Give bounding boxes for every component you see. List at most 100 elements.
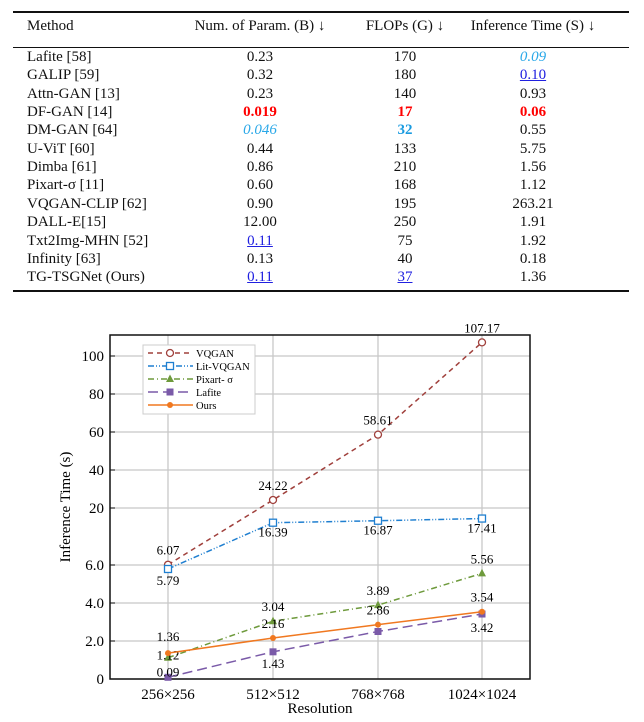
data-point (268, 495, 278, 505)
data-point (374, 600, 382, 609)
flops-cell: 210 (393, 159, 417, 176)
method-cell: Txt2Img-MHN [52] (27, 232, 149, 249)
flops-cell: 195 (393, 195, 417, 212)
data-label: 2.16 (262, 616, 285, 631)
method-cell: Lafite [58] (27, 49, 92, 65)
table-row: DM-GAN [64] 0.046 32 0.55 (0, 121, 644, 139)
x-tick-label: 256×256 (141, 687, 195, 703)
header-params: Num. of Param. (B) ↓ (194, 18, 326, 34)
y-axis-label: Inference Time (s) (58, 452, 74, 563)
y-tick-label: 40 (89, 463, 104, 479)
table-row: Txt2Img-MHN [52] 0.11 75 1.92 (0, 232, 644, 250)
params-cell: 0.23 (246, 49, 274, 65)
inference-time-cell: 1.56 (519, 159, 547, 176)
params-cell: 0.046 (243, 122, 277, 139)
data-label: 17.41 (467, 521, 496, 536)
data-point (477, 338, 487, 347)
data-label: 1.36 (157, 629, 180, 644)
data-label: 3.04 (262, 599, 285, 614)
method-cell: GALIP [59] (27, 67, 100, 84)
params-cell: 0.13 (246, 250, 274, 267)
y-tick-label: 60 (89, 425, 104, 441)
data-label: 3.42 (471, 620, 494, 635)
inference-time-cell: 1.91 (519, 214, 547, 231)
data-label: 58.61 (363, 413, 392, 428)
method-cell: Pixart-σ [11] (27, 177, 105, 194)
data-point (374, 628, 382, 635)
data-label: 24.22 (258, 478, 287, 493)
header-method: Method (27, 18, 74, 34)
x-axis-label: Resolution (287, 701, 353, 717)
inference-time-cell: 263.21 (512, 195, 554, 212)
data-point (270, 634, 276, 641)
y-tick-label: 80 (89, 387, 104, 403)
legend-label: Ours (196, 401, 216, 412)
data-point (269, 648, 277, 656)
legend-label: Lafite (196, 388, 221, 399)
y-tick-label: 6.0 (85, 558, 104, 574)
method-cell: VQGAN-CLIP [62] (27, 195, 147, 212)
legend-marker (165, 348, 175, 358)
legend-marker (165, 361, 175, 371)
legend-label: VQGAN (196, 349, 234, 360)
table-row: DF-GAN [14] 0.019 17 0.06 (0, 103, 644, 121)
data-point (164, 673, 172, 681)
data-point (375, 621, 381, 628)
method-cell: U-ViT [60] (27, 140, 95, 157)
series-line-vqgan (167, 341, 483, 566)
params-cell: 0.32 (246, 67, 274, 84)
table-row: VQGAN-CLIP [62] 0.90 195 263.21 (0, 195, 644, 213)
data-label: 6.07 (157, 543, 180, 558)
y-tick-label: 4.0 (85, 596, 104, 612)
table-row: U-ViT [60] 0.44 133 5.75 (0, 140, 644, 158)
params-cell: 0.90 (246, 195, 274, 212)
flops-cell: 40 (397, 250, 413, 267)
legend-marker (167, 402, 173, 408)
data-label: 5.56 (471, 551, 494, 566)
data-label: 0.09 (157, 664, 180, 679)
data-label: 16.39 (258, 525, 287, 540)
method-cell: Attn-GAN [13] (27, 85, 120, 102)
method-cell: TG-TSGNet (Ours) (27, 269, 145, 286)
inference-time-cell: 5.75 (519, 140, 547, 157)
inference-time-cell: 0.55 (519, 122, 547, 139)
data-point (373, 516, 383, 525)
table-row: Attn-GAN [13] 0.23 140 0.93 (0, 85, 644, 103)
data-point (165, 650, 171, 657)
data-point (268, 518, 278, 527)
flops-cell: 180 (393, 67, 417, 84)
data-point (373, 430, 383, 439)
y-tick-label: 20 (89, 501, 104, 517)
data-label: 5.79 (157, 573, 180, 588)
series-line-litvqgan (167, 517, 483, 570)
inference-time-cell: 0.10 (519, 67, 547, 84)
params-cell: 0.11 (247, 232, 273, 249)
inference-time-cell: 0.09 (519, 49, 547, 65)
inference-time-cell: 0.18 (519, 250, 547, 267)
method-cell: DF-GAN [14] (27, 104, 113, 121)
flops-cell: 133 (393, 140, 417, 157)
legend-marker (166, 374, 174, 382)
data-label: 107.17 (464, 320, 500, 335)
header-flops: FLOPs (G) ↓ (365, 18, 445, 34)
params-cell: 0.44 (246, 140, 274, 157)
data-point (164, 653, 172, 661)
inference-time-cell: 0.06 (519, 104, 547, 121)
method-cell: Infinity [63] (27, 250, 101, 267)
flops-cell: 170 (393, 49, 417, 65)
data-point (479, 608, 485, 615)
table-top-rule (13, 11, 629, 13)
params-cell: 0.23 (246, 85, 274, 102)
legend-label: Lit-VQGAN (196, 362, 250, 373)
table-row: TG-TSGNet (Ours) 0.11 37 1.36 (0, 268, 644, 286)
data-point (163, 564, 173, 574)
table-row: DALL-E[15] 12.00 250 1.91 (0, 213, 644, 231)
legend-marker (166, 388, 174, 396)
inference-time-cell: 1.36 (519, 269, 547, 286)
data-label: 16.87 (363, 523, 393, 538)
flops-cell: 17 (397, 104, 413, 121)
series-line-lafite (167, 613, 483, 679)
inference-time-cell: 0.93 (519, 85, 547, 102)
data-label: 3.54 (471, 590, 494, 605)
data-label: 2.86 (367, 603, 390, 618)
